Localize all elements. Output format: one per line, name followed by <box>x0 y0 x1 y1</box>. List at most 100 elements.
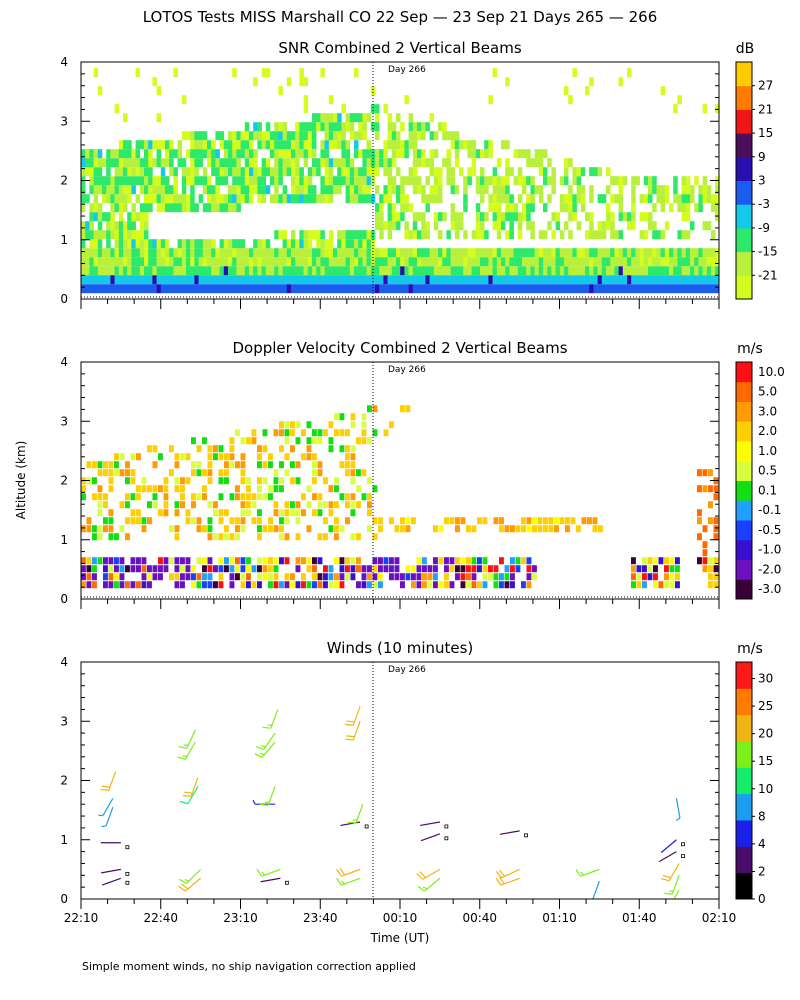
colorbar-swatch <box>736 441 752 462</box>
snr-cell <box>383 185 388 195</box>
snr-cell <box>698 185 703 195</box>
snr-cell <box>685 212 691 222</box>
snr-cell <box>517 194 523 204</box>
snr-cell <box>379 158 384 168</box>
velocity-cell <box>279 429 284 437</box>
snr-cell <box>568 248 573 258</box>
velocity-cell <box>185 557 191 565</box>
snr-cell <box>354 266 359 276</box>
velocity-cell <box>488 565 493 573</box>
velocity-cell <box>323 533 328 541</box>
snr-cell <box>219 194 225 204</box>
velocity-cell <box>235 573 240 581</box>
velocity-cell <box>350 565 356 573</box>
velocity-cell <box>163 485 169 493</box>
snr-cell <box>186 257 191 267</box>
snr-cell <box>307 131 313 141</box>
velocity-cell <box>262 493 268 501</box>
snr-cell <box>412 212 418 222</box>
snr-cell <box>475 275 481 285</box>
velocity-cell <box>273 565 279 573</box>
snr-cell <box>244 257 250 267</box>
snr-cell <box>223 266 229 276</box>
snr-cell <box>404 230 409 240</box>
velocity-cell <box>119 565 125 573</box>
snr-cell <box>593 230 598 240</box>
snr-cell <box>152 176 157 186</box>
snr-cell <box>597 194 603 204</box>
snr-cell <box>81 230 86 240</box>
snr-cell <box>711 257 716 267</box>
velocity-cell <box>257 581 262 589</box>
snr-cell <box>186 284 191 294</box>
velocity-cell <box>378 525 383 533</box>
velocity-cell <box>147 501 152 509</box>
snr-cell <box>278 167 283 177</box>
colorbar-swatch <box>736 520 752 541</box>
velocity-cell <box>350 501 356 509</box>
snr-cell <box>333 140 338 150</box>
snr-cell <box>152 266 157 276</box>
snr-cell <box>186 149 191 159</box>
wind-barb-flag <box>264 801 270 804</box>
colorbar-label: 10.0 <box>758 365 785 379</box>
snr-cell <box>114 203 120 213</box>
velocity-cell <box>295 517 301 525</box>
snr-cell <box>643 284 649 294</box>
snr-cell <box>715 104 719 114</box>
snr-cell <box>522 266 527 276</box>
snr-cell <box>228 140 233 150</box>
snr-cell <box>320 266 325 276</box>
snr-cell <box>358 257 363 267</box>
snr-cell <box>186 131 191 141</box>
snr-cell <box>299 176 304 186</box>
snr-cell <box>412 167 418 177</box>
snr-cell <box>589 248 594 258</box>
snr-cell <box>358 176 363 186</box>
snr-cell <box>177 284 183 294</box>
snr-cell <box>391 212 397 222</box>
snr-cell <box>492 221 498 231</box>
snr-cell <box>127 140 132 150</box>
velocity-cell <box>169 573 174 581</box>
snr-cell <box>572 248 577 258</box>
velocity-cell <box>631 565 636 573</box>
wind-barb-flag <box>255 745 264 751</box>
velocity-cell <box>444 557 449 565</box>
snr-cell <box>446 167 451 177</box>
snr-cell <box>622 275 628 285</box>
snr-cell <box>467 149 472 159</box>
velocity-cell <box>97 557 103 565</box>
snr-cell <box>463 257 468 267</box>
snr-cell <box>631 176 636 186</box>
snr-cell <box>526 149 531 159</box>
velocity-cell <box>224 461 229 469</box>
velocity-cell <box>372 517 378 525</box>
snr-cell <box>194 131 199 141</box>
snr-cell <box>118 149 124 159</box>
snr-cell <box>530 194 535 204</box>
snr-cell <box>156 266 162 276</box>
snr-cell <box>207 266 212 276</box>
snr-cell <box>480 176 485 186</box>
snr-cell <box>442 122 447 132</box>
colorbar-label: 2.0 <box>758 424 777 438</box>
velocity-cell <box>257 477 262 485</box>
snr-cell <box>320 248 325 258</box>
snr-cell <box>433 248 439 258</box>
snr-cell <box>580 257 586 267</box>
velocity-cell <box>493 517 499 525</box>
velocity-cell <box>240 581 246 589</box>
velocity-cell <box>697 517 702 525</box>
snr-cell <box>484 284 489 294</box>
snr-cell <box>244 167 250 177</box>
snr-cell <box>202 284 208 294</box>
snr-cell <box>257 131 262 141</box>
snr-cell <box>509 212 514 222</box>
snr-cell <box>488 176 493 186</box>
snr-cell <box>496 266 502 276</box>
velocity-cell <box>246 581 251 589</box>
snr-cell <box>433 185 439 195</box>
velocity-cell <box>279 581 284 589</box>
snr-cell <box>127 257 132 267</box>
